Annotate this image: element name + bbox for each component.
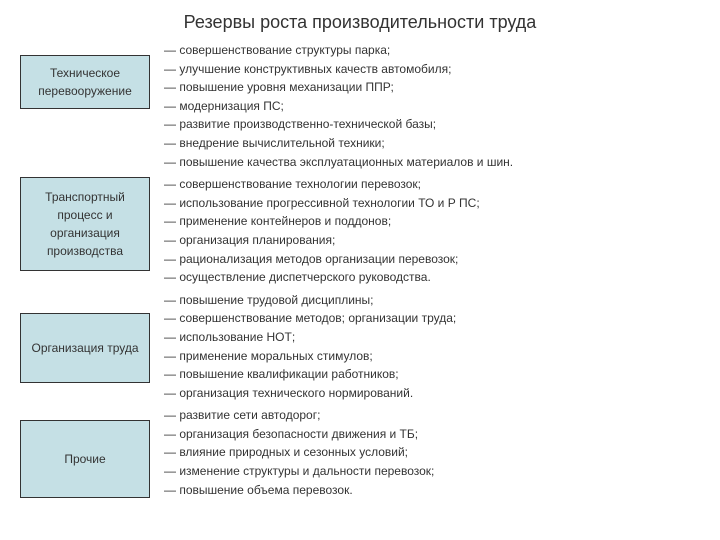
list-item: — совершенствование методов; организации… — [164, 309, 456, 328]
list-item: — изменение структуры и дальности перево… — [164, 462, 434, 481]
list-item: — модернизация ПС; — [164, 97, 513, 116]
list-item: — совершенствование технологии перевозок… — [164, 175, 480, 194]
list-item: — организация технического нормирований. — [164, 384, 456, 403]
category-box-transport: Транспортный процесс и организация произ… — [20, 177, 150, 271]
page-title: Резервы роста производительности труда — [20, 12, 700, 33]
list-item: — внедрение вычислительной техники; — [164, 134, 513, 153]
list-item: — развитие сети автодорог; — [164, 406, 434, 425]
diagram-container: Резервы роста производительности труда Т… — [0, 0, 720, 511]
list-item: — осуществление диспетчерского руководст… — [164, 268, 480, 287]
list-item: — применение контейнеров и поддонов; — [164, 212, 480, 231]
list-item: — влияние природных и сезонных условий; — [164, 443, 434, 462]
list-item: — организация планирования; — [164, 231, 480, 250]
list-item: — развитие производственно-технической б… — [164, 115, 513, 134]
category-box-other: Прочие — [20, 420, 150, 498]
list-item: — использование НОТ; — [164, 328, 456, 347]
list-item: — применение моральных стимулов; — [164, 347, 456, 366]
list-item: — организация безопасности движения и ТБ… — [164, 425, 434, 444]
items-list-technical: — совершенствование структуры парка; — у… — [164, 41, 513, 171]
list-item: — рационализация методов организации пер… — [164, 250, 480, 269]
list-item: — повышение объема перевозок. — [164, 481, 434, 500]
section-other: Прочие — развитие сети автодорог; — орга… — [20, 406, 700, 499]
list-item: — улучшение конструктивных качеств автом… — [164, 60, 513, 79]
category-box-organization: Организация труда — [20, 313, 150, 383]
list-item: — повышение квалификации работников; — [164, 365, 456, 384]
items-list-transport: — совершенствование технологии перевозок… — [164, 175, 480, 287]
category-box-technical: Техническое перевооружение — [20, 55, 150, 109]
list-item: — повышение качества эксплуатационных ма… — [164, 153, 513, 172]
list-item: — повышение уровня механизации ППР; — [164, 78, 513, 97]
section-organization: Организация труда — повышение трудовой д… — [20, 291, 700, 403]
list-item: — использование прогрессивной технологии… — [164, 194, 480, 213]
list-item: — повышение трудовой дисциплины; — [164, 291, 456, 310]
items-list-other: — развитие сети автодорог; — организация… — [164, 406, 434, 499]
list-item: — совершенствование структуры парка; — [164, 41, 513, 60]
section-transport: Транспортный процесс и организация произ… — [20, 175, 700, 287]
section-technical: Техническое перевооружение — совершенств… — [20, 41, 700, 171]
items-list-organization: — повышение трудовой дисциплины; — совер… — [164, 291, 456, 403]
